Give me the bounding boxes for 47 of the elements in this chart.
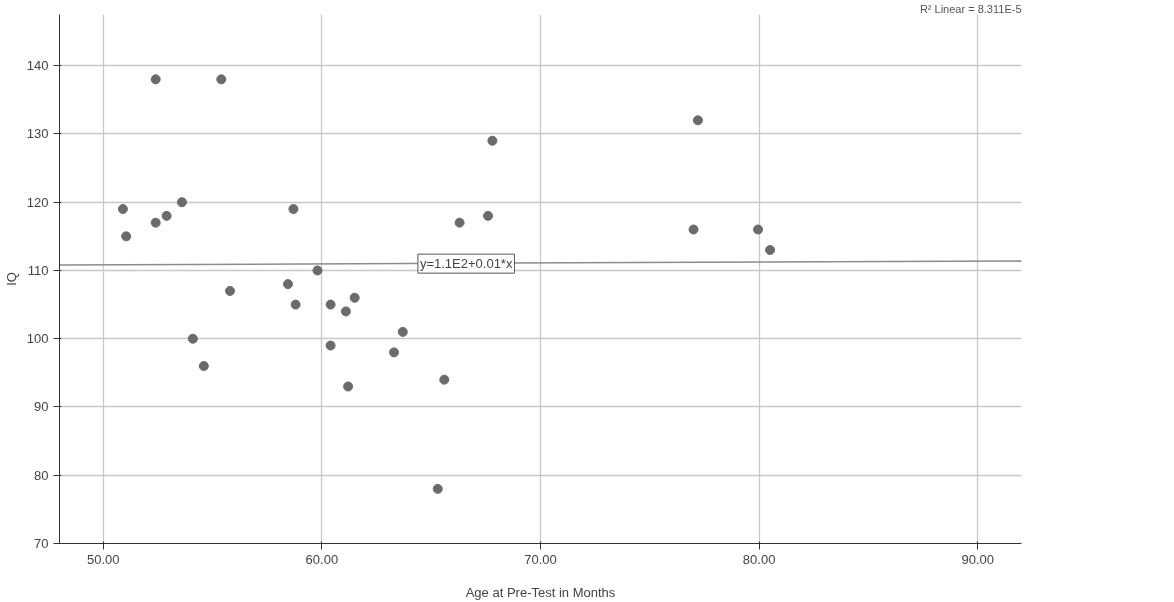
- x-tick-label: 80.00: [742, 551, 776, 567]
- y-tick-label: 100: [26, 331, 49, 347]
- point: [288, 204, 299, 215]
- y-tick-label: 70: [34, 536, 49, 551]
- point: [692, 115, 703, 126]
- point: [753, 224, 764, 235]
- point: [150, 217, 161, 228]
- point: [765, 245, 776, 255]
- y-tick-label: 90: [34, 399, 49, 415]
- y-tick-label: 140: [26, 58, 49, 74]
- x-tick-label: 90.00: [961, 551, 995, 567]
- point: [487, 135, 498, 146]
- point: [150, 74, 161, 85]
- point: [176, 197, 187, 208]
- point: [688, 224, 699, 235]
- point: [340, 306, 351, 317]
- x-axis-title: Age at Pre-Test in Months: [465, 584, 616, 600]
- y-tick-label: 110: [27, 262, 49, 278]
- point: [397, 326, 408, 337]
- point: [225, 285, 236, 296]
- point: [325, 340, 336, 351]
- y-tick-label: 80: [34, 467, 49, 483]
- point: [216, 74, 227, 85]
- point: [483, 210, 494, 221]
- point: [187, 333, 198, 344]
- annotation: y=1.1E2+0.01*x: [419, 256, 513, 272]
- point: [161, 210, 172, 221]
- y-axis-title: IQ: [3, 272, 19, 286]
- y-tick-label: 130: [26, 126, 49, 142]
- x-tick-label: 60.00: [305, 551, 339, 567]
- point: [343, 381, 354, 392]
- point: [312, 265, 323, 276]
- point: [282, 279, 293, 290]
- point: [290, 299, 301, 310]
- point: [198, 361, 209, 372]
- point: [454, 217, 465, 228]
- x-tick-label: 50.00: [86, 551, 120, 567]
- point: [121, 231, 132, 242]
- point: [117, 204, 128, 215]
- x-tick-label: 70.00: [524, 551, 557, 567]
- point: [389, 347, 400, 358]
- point: [325, 299, 336, 310]
- point: [349, 292, 360, 303]
- point: [439, 374, 450, 385]
- point: [432, 483, 443, 494]
- annotation: R² Linear = 8.311E-5: [919, 2, 1022, 15]
- y-tick-label: 120: [26, 194, 49, 210]
